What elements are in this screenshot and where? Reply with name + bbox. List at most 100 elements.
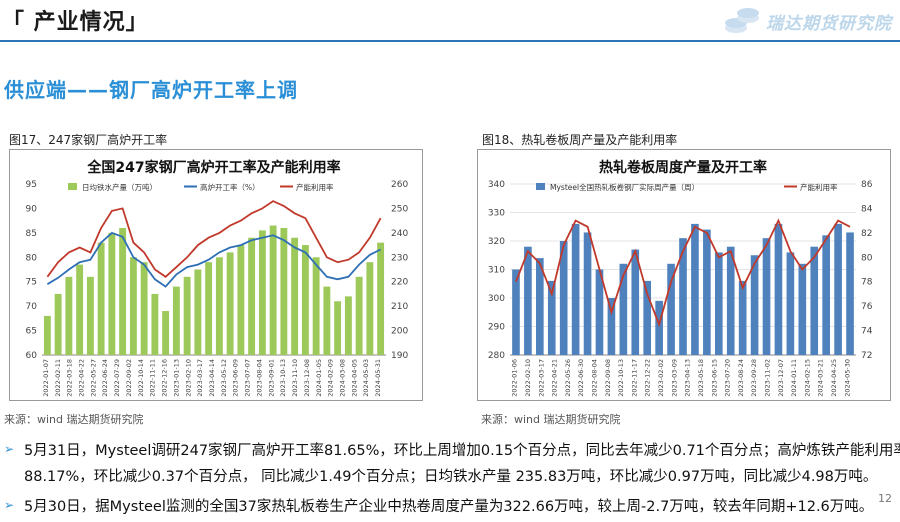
legend-label: 产能利用率	[296, 182, 334, 192]
chart-hot-rolled-coil-svg: 热轧卷板周度产量及开工率 280 290 300 310 320 330 340 72 74 76 7…	[488, 159, 873, 397]
bar	[129, 257, 137, 355]
x-tick-label: 2022-03-18	[66, 359, 74, 397]
figure-caption-1: 图17、247家钢厂高炉开工率	[9, 133, 168, 147]
bar	[269, 225, 277, 355]
left-tick-label: 95	[26, 180, 37, 190]
bar	[846, 232, 854, 355]
x-tick-label: 2022-06-30	[577, 359, 585, 397]
x-tick-label: 2022-11-11	[149, 359, 157, 397]
chart-title: 全国247家钢厂高炉开工率及产能利用率	[86, 159, 340, 176]
bar	[774, 223, 783, 355]
right-tick-label: 72	[861, 351, 872, 361]
figure-source-2: 来源：wind 瑞达期货研究院	[481, 413, 621, 426]
bar	[312, 257, 320, 355]
left-tick-label: 300	[488, 294, 505, 304]
right-tick-label: 76	[861, 302, 873, 312]
x-tick-label: 2023-09-01	[267, 359, 275, 397]
bar	[323, 286, 331, 355]
header-divider	[0, 40, 900, 42]
x-tick-label: 2023-07-07	[244, 359, 252, 397]
legend-label: 高炉开工率（%）	[200, 182, 260, 192]
x-tick-label: 2023-12-07	[777, 359, 785, 397]
bar	[667, 263, 675, 355]
x-tick-label: 2023-11-02	[764, 359, 772, 397]
page-number: 12	[878, 492, 892, 505]
series-line	[515, 218, 851, 328]
bar	[524, 246, 532, 355]
bar	[140, 262, 148, 355]
legend-swatch	[68, 183, 77, 190]
bar	[619, 263, 628, 355]
x-tick-label: 2022-03-17	[537, 359, 545, 397]
right-tick-label: 74	[861, 327, 873, 337]
x-tick-label: 2022-12-16	[161, 359, 169, 397]
bar	[258, 230, 266, 355]
bar	[97, 242, 105, 355]
bullet-2: ➢ 5月30日，据Mysteel监测的全国37家热轧板卷生产企业中热卷周度产量为…	[4, 495, 896, 519]
bar	[355, 276, 363, 355]
figure-caption-2: 图18、热轧卷板周产量及产能利用率	[482, 133, 678, 147]
bar	[162, 311, 170, 355]
series-line	[46, 200, 382, 278]
right-tick-label: 84	[861, 204, 873, 214]
x-tick-label: 2022-05-27	[89, 359, 97, 397]
x-tick-label: 2022-01-06	[511, 359, 519, 397]
bar	[54, 293, 62, 355]
bar	[237, 245, 245, 355]
x-tick-label: 2023-08-24	[737, 359, 745, 397]
x-tick-label: 2023-04-13	[684, 359, 692, 397]
figure-source-1: 来源：wind 瑞达期货研究院	[4, 413, 144, 426]
x-tick-label: 2022-10-14	[137, 359, 145, 397]
bar	[512, 269, 520, 355]
header-bar: 「 产业情况」 瑞达期货研究院	[0, 0, 900, 40]
right-tick-label: 230	[391, 253, 408, 263]
bar	[714, 252, 723, 355]
bar	[547, 280, 556, 355]
right-tick-label: 78	[861, 278, 873, 288]
logo-text: 瑞达期货研究院	[766, 14, 892, 34]
x-tick-label: 2023-06-15	[710, 359, 718, 397]
section-title: 供应端——钢厂高炉开工率上调	[4, 78, 298, 102]
legend-label: 产能利用率	[800, 182, 838, 192]
chart-blast-furnace-svg: 全国247家钢厂高炉开工率及产能利用率 60 65 70 75 80 85 90 95 190 20…	[26, 159, 409, 397]
chart-blast-furnace: 全国247家钢厂高炉开工率及产能利用率 60 65 70 75 80 85 90 95 190 20…	[9, 149, 423, 401]
right-tick-label: 82	[861, 229, 872, 239]
x-tick-label: 2024-02-15	[803, 359, 811, 397]
bar	[834, 223, 842, 355]
legend-label: Mysteel全国热轧板卷钢厂实际周产量（周）	[550, 182, 699, 192]
x-tick-label: 2022-04-21	[551, 359, 559, 397]
x-tick-label: 2022-07-29	[113, 359, 121, 397]
bar	[726, 246, 735, 355]
bar	[738, 280, 747, 355]
x-tick-label: 2022-04-22	[78, 359, 86, 397]
x-tick-label: 2024-02-09	[327, 359, 335, 397]
right-tick-label: 200	[391, 327, 408, 337]
bullet-arrow-icon: ➢	[4, 498, 15, 512]
bar	[786, 252, 795, 355]
left-tick-label: 90	[26, 204, 38, 214]
bar	[762, 238, 771, 355]
x-tick-label: 2024-04-25	[830, 359, 838, 397]
left-tick-label: 320	[488, 237, 505, 247]
bar	[76, 264, 84, 355]
x-tick-label: 2024-04-05	[350, 359, 358, 397]
chart-title: 热轧卷板周度产量及开工率	[599, 159, 767, 176]
right-tick-label: 250	[391, 204, 408, 214]
bar	[798, 263, 807, 355]
x-tick-label: 2024-05-03	[362, 359, 370, 397]
left-tick-label: 310	[488, 266, 505, 276]
bar	[43, 315, 51, 355]
x-tick-label: 2023-04-14	[208, 359, 216, 397]
x-tick-label: 2022-02-10	[524, 359, 532, 397]
x-tick-label: 2023-02-10	[184, 359, 192, 397]
bar	[377, 242, 385, 355]
bar	[703, 229, 711, 355]
bar	[344, 296, 352, 355]
legend-label: 日均铁水产量（万吨）	[82, 182, 157, 192]
right-tick-label: 260	[391, 180, 408, 190]
bar	[559, 241, 568, 355]
legend-swatch	[536, 183, 545, 190]
bar	[691, 223, 699, 355]
bar	[248, 237, 256, 355]
bar	[536, 258, 544, 355]
